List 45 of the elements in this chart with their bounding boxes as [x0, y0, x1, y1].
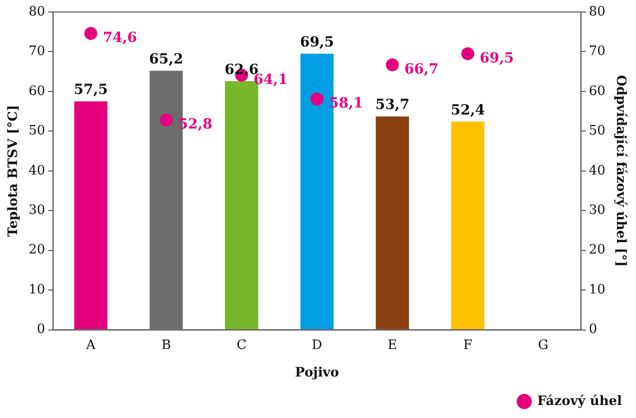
data-label: 69,5 — [480, 50, 514, 66]
x-tick-label: D — [312, 338, 322, 353]
x-tick-label: E — [388, 338, 398, 353]
y2-tick-label: 10 — [588, 282, 606, 298]
bar — [451, 122, 484, 330]
bar — [74, 101, 108, 330]
point — [386, 58, 399, 72]
data-label: 53,7 — [375, 97, 410, 114]
data-label: 57,5 — [74, 82, 108, 98]
data-label: 74,6 — [102, 30, 137, 46]
y2-tick-label: 60 — [588, 84, 606, 99]
y2-tick-label: 70 — [588, 44, 606, 60]
point — [160, 114, 173, 127]
point — [84, 26, 98, 40]
y2-tick-label: 30 — [588, 203, 606, 218]
x-tick-label: C — [236, 338, 247, 353]
y-tick-label: 70 — [28, 44, 46, 60]
x-tick-label: B — [161, 338, 172, 353]
data-label: 65,2 — [149, 51, 184, 68]
point — [310, 92, 324, 106]
legend-label: Fázový úhel — [537, 394, 622, 409]
bar — [376, 116, 409, 330]
x-tick-label: A — [85, 338, 96, 353]
y-tick-label: 20 — [28, 242, 46, 258]
y2-tick-label: 20 — [588, 242, 606, 258]
x-tick-label: G — [538, 338, 548, 353]
y-tick-label: 50 — [28, 124, 46, 139]
y-axis-title: Teplota BTSV [°C] — [6, 104, 22, 237]
y-tick-label: 60 — [28, 84, 46, 99]
y2-axis-title: Odpvídající fázový úhel [°] — [612, 75, 628, 267]
y-tick-label: 10 — [28, 282, 46, 298]
data-label: 66,7 — [404, 61, 438, 78]
y2-tick-label: 50 — [588, 124, 606, 139]
y-tick-label: 0 — [36, 322, 46, 338]
y2-tick-label: 0 — [588, 322, 598, 338]
data-label: 52,4 — [450, 102, 486, 118]
y2-tick-label: 80 — [588, 4, 606, 20]
point — [461, 47, 474, 60]
y-tick-label: 30 — [28, 203, 46, 218]
y-tick-label: 40 — [28, 163, 46, 178]
x-tick-label: F — [463, 338, 472, 353]
data-label: 69,5 — [300, 34, 334, 50]
y2-tick-label: 40 — [588, 163, 606, 178]
y-tick-label: 80 — [28, 4, 46, 20]
x-axis-title: Pojivo — [295, 366, 340, 381]
